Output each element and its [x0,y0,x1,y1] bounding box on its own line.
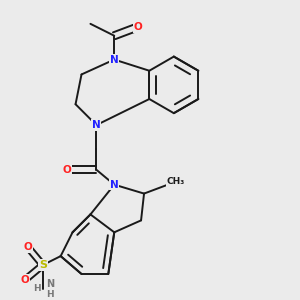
Text: H: H [46,290,54,299]
Text: H: H [33,284,40,293]
Text: O: O [20,275,29,285]
Text: O: O [134,22,142,32]
Text: O: O [62,165,71,175]
Text: N: N [110,180,118,190]
Text: CH₃: CH₃ [166,177,184,186]
Text: N: N [92,120,101,130]
Text: N: N [46,279,54,290]
Text: O: O [23,242,32,252]
Text: N: N [110,55,118,64]
Text: S: S [39,260,47,270]
